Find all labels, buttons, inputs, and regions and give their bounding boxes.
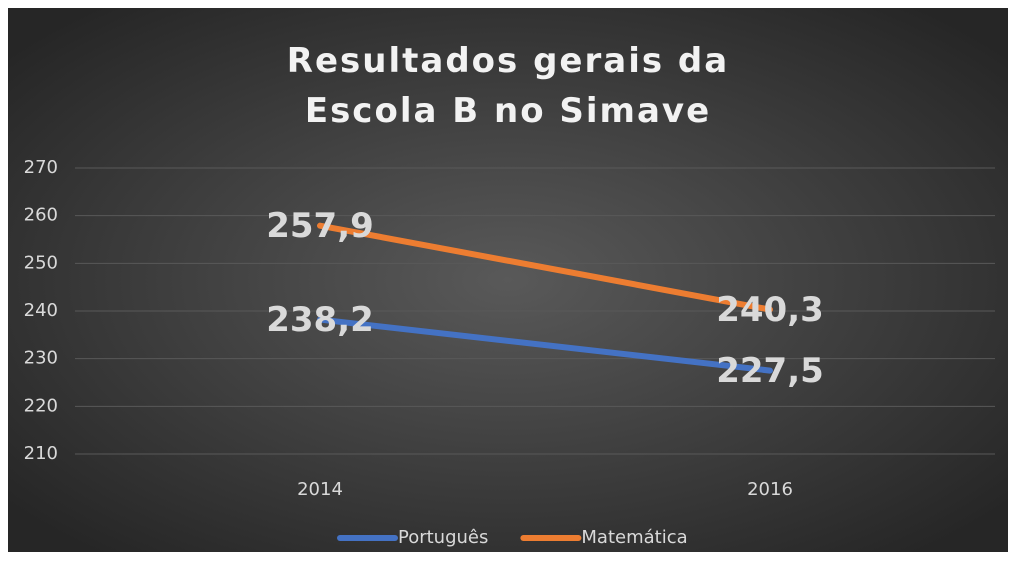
x-tick-label: 2014 — [297, 479, 343, 500]
data-label: 238,2 — [266, 300, 374, 340]
x-tick-label: 2016 — [747, 479, 793, 500]
data-label: 257,9 — [266, 206, 374, 246]
y-tick-label: 210 — [24, 443, 58, 464]
y-tick-label: 270 — [24, 157, 58, 178]
chart-title: Resultados gerais da Escola B no Simave — [286, 41, 730, 131]
y-tick-label: 250 — [24, 252, 58, 273]
chart-background — [8, 8, 1008, 552]
y-tick-label: 220 — [24, 395, 58, 416]
y-tick-label: 240 — [24, 300, 58, 321]
data-label: 240,3 — [716, 290, 824, 330]
legend-label: Português — [398, 527, 488, 548]
y-tick-label: 230 — [24, 348, 58, 369]
series-line — [317, 222, 773, 313]
legend-label: Matemática — [581, 527, 687, 548]
data-label: 227,5 — [716, 351, 824, 391]
y-tick-label: 260 — [24, 205, 58, 226]
series-line — [317, 316, 773, 374]
